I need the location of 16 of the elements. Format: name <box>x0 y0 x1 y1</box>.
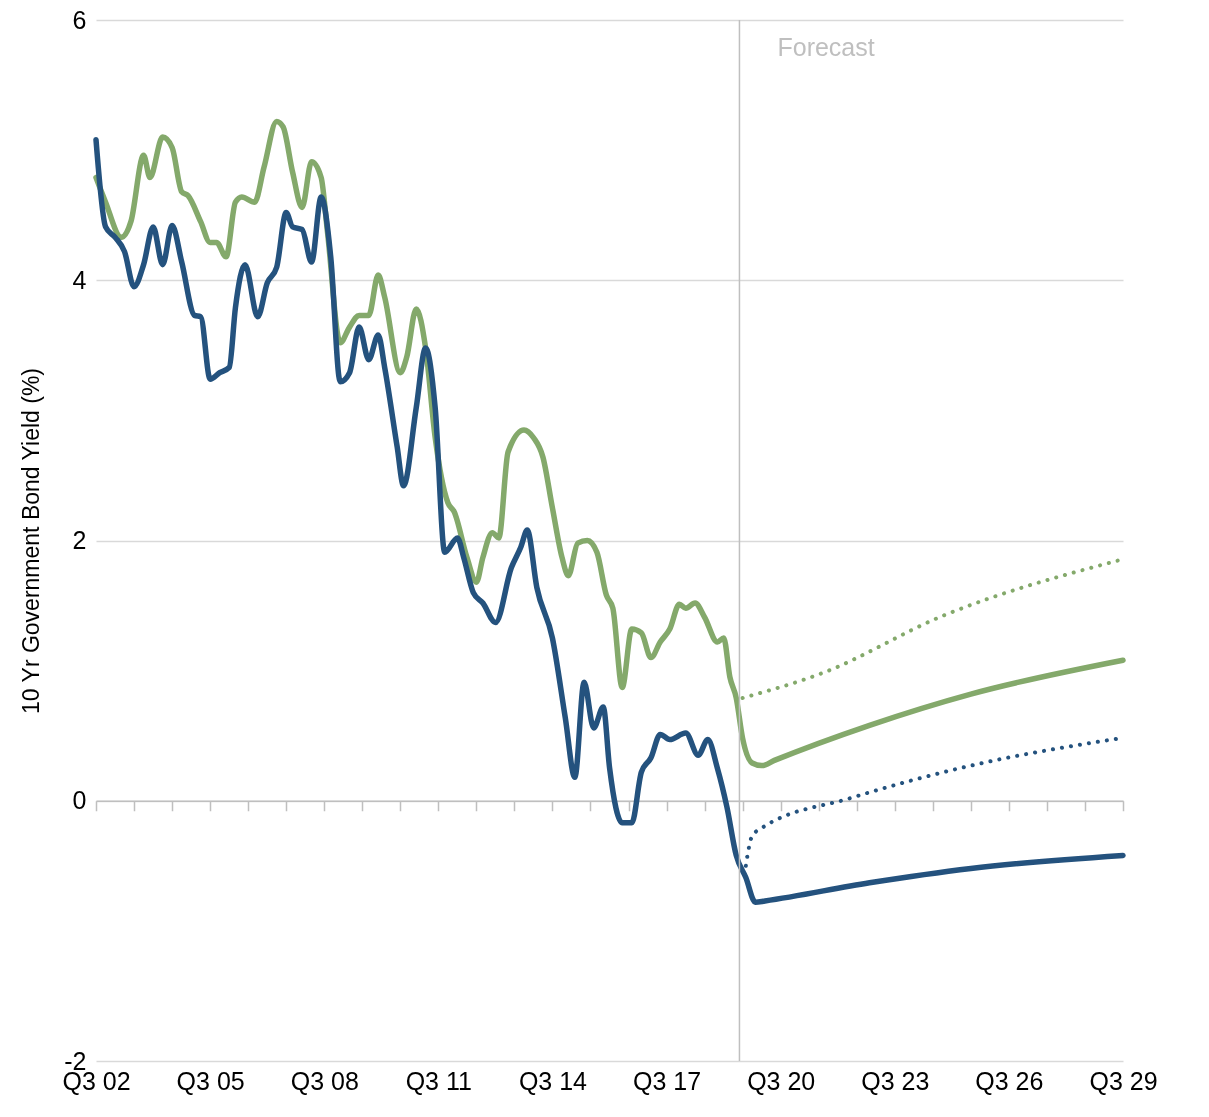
y-tick-label: 2 <box>72 526 87 554</box>
y-axis-title: 10 Yr Government Bond Yield (%) <box>18 367 45 715</box>
x-tick-label: Q3 20 <box>747 1066 816 1095</box>
x-tick-label: Q3 26 <box>975 1066 1044 1095</box>
line-series <box>740 558 1122 700</box>
y-tick-label: 0 <box>72 786 87 815</box>
y-tick-label: 4 <box>72 265 87 294</box>
x-tick-label: Q3 11 <box>405 1066 472 1095</box>
x-tick-label: Q3 29 <box>1089 1066 1158 1095</box>
x-tick-label: Q3 08 <box>290 1066 359 1095</box>
ref-line-label: Forecast <box>777 33 875 61</box>
y-tick-label: 6 <box>72 5 87 34</box>
x-tick-label: Q3 05 <box>176 1066 245 1095</box>
x-tick-label: Q3 17 <box>633 1066 702 1095</box>
x-tick-label: Q3 23 <box>861 1066 930 1095</box>
x-tick-label: Q3 14 <box>518 1066 588 1095</box>
